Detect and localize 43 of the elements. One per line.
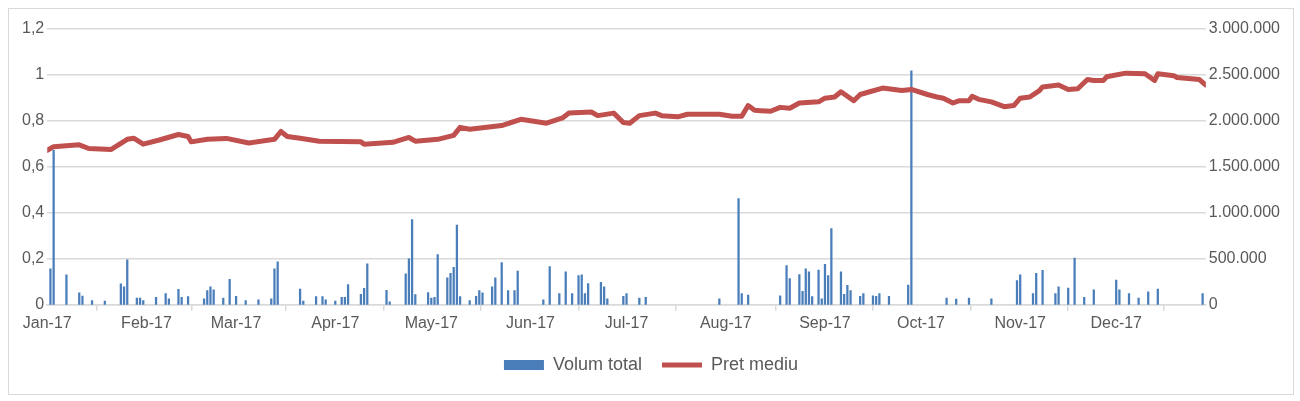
x-tick-label: Nov-17 <box>994 313 1047 331</box>
bar <box>990 298 993 305</box>
bar <box>1073 257 1076 305</box>
x-tick-label: Jun-17 <box>506 313 556 331</box>
x-tick-label: Oct-17 <box>896 313 946 331</box>
x-tick-label: May-17 <box>404 313 459 331</box>
x-tick-label: Jan-17 <box>22 313 72 331</box>
y-tick-label: 1 <box>35 65 45 83</box>
x-tick-label: Apr-17 <box>311 313 360 331</box>
x-tick-label: Feb-17 <box>121 313 172 331</box>
y2-tick-label: 1.500.000 <box>1208 157 1281 175</box>
bar <box>1137 297 1140 305</box>
y2-tick-label: 3.000.000 <box>1208 19 1281 37</box>
y2-tick-label: 2.500.000 <box>1208 65 1281 83</box>
bar <box>737 198 740 305</box>
x-tick-label: Aug-17 <box>699 313 752 331</box>
bar <box>910 70 913 305</box>
y2-tick-label: 2.000.000 <box>1208 111 1281 129</box>
bar <box>385 289 388 305</box>
y2-tick-label: 500.000 <box>1208 249 1267 267</box>
bar <box>257 299 260 305</box>
y-tick-label: 0,8 <box>21 111 45 129</box>
bar <box>785 265 788 305</box>
y2-tick-label: 0 <box>1208 295 1218 313</box>
bar <box>1201 293 1204 305</box>
y-tick-label: 0 <box>35 295 45 313</box>
bar <box>1041 270 1044 305</box>
y-tick-label: 0,6 <box>21 157 45 175</box>
x-tick-label: Jul-17 <box>604 313 649 331</box>
bar <box>177 289 180 305</box>
bar <box>817 269 820 305</box>
legend-label: Volum total <box>552 353 643 374</box>
y2-tick-label: 1.000.000 <box>1208 203 1281 221</box>
y-tick-label: 0,2 <box>21 249 45 267</box>
y-tick-label: 1,2 <box>21 19 45 37</box>
bar <box>1057 286 1060 305</box>
x-tick-label: Dec-17 <box>1090 313 1143 331</box>
bar <box>945 297 948 305</box>
bar <box>65 274 68 305</box>
x-tick-label: Sep-17 <box>799 313 851 331</box>
legend-label: Pret mediu <box>711 353 799 374</box>
x-tick-label: Mar-17 <box>210 313 262 331</box>
y-tick-label: 0,4 <box>21 203 45 221</box>
